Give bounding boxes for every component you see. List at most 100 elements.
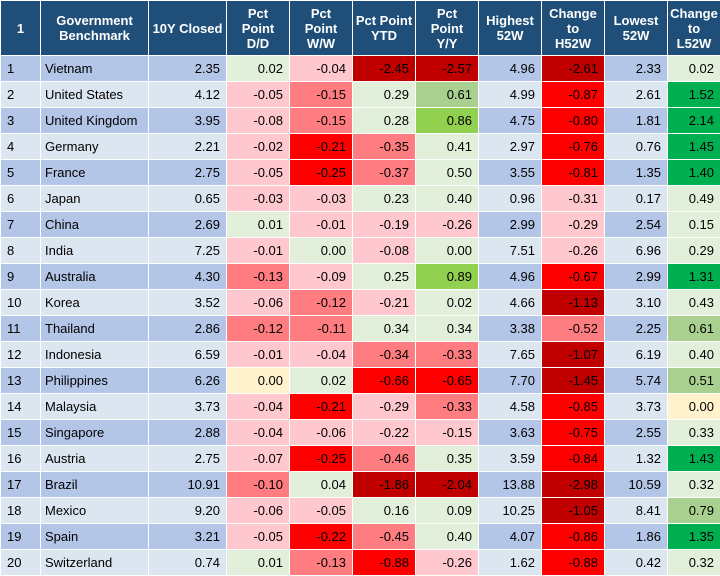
closed-10y: 7.25 xyxy=(148,237,227,264)
pct-point-yy: 0.35 xyxy=(415,445,479,472)
pct-point-ytd: -0.35 xyxy=(352,133,416,160)
pct-point-ww: -0.22 xyxy=(289,523,353,550)
pct-point-yy: 0.02 xyxy=(415,289,479,316)
change-to-h52w: -1.05 xyxy=(541,497,605,524)
highest-52w: 4.96 xyxy=(478,55,542,82)
country-name: France xyxy=(40,159,149,186)
lowest-52w: 2.25 xyxy=(604,315,668,342)
closed-10y: 3.95 xyxy=(148,107,227,134)
table-row: 11 Thailand 2.86 -0.12 -0.11 0.34 0.34 3.38 -0.5… xyxy=(0,315,720,342)
highest-52w: 4.96 xyxy=(478,263,542,290)
table-row: 20 Switzerland 0.74 0.01 -0.13 -0.88 -0.26 1.62… xyxy=(0,549,720,576)
highest-52w: 3.38 xyxy=(478,315,542,342)
country-name: India xyxy=(40,237,149,264)
pct-point-ytd: -0.22 xyxy=(352,419,416,446)
closed-10y: 2.69 xyxy=(148,211,227,238)
table-row: 10 Korea 3.52 -0.06 -0.12 -0.21 0.02 4.66 -1.13 3… xyxy=(0,289,720,316)
pct-point-ww: -0.06 xyxy=(289,419,353,446)
country-name: Korea xyxy=(40,289,149,316)
pct-point-yy: -2.04 xyxy=(415,471,479,498)
highest-52w: 2.97 xyxy=(478,133,542,160)
change-to-h52w: -1.07 xyxy=(541,341,605,368)
pct-point-dd: -0.08 xyxy=(226,107,290,134)
header-row: 1 Government Benchmark 10Y Closed Pct Po… xyxy=(0,0,720,56)
country-name: United Kingdom xyxy=(40,107,149,134)
pct-point-dd: 0.02 xyxy=(226,55,290,82)
pct-point-yy: 0.50 xyxy=(415,159,479,186)
pct-point-dd: -0.05 xyxy=(226,81,290,108)
country-name: Malaysia xyxy=(40,393,149,420)
closed-10y: 4.30 xyxy=(148,263,227,290)
pct-point-ytd: 0.23 xyxy=(352,185,416,212)
change-to-l52w: 0.43 xyxy=(667,289,720,316)
closed-10y: 0.74 xyxy=(148,549,227,576)
change-to-l52w: 0.02 xyxy=(667,55,720,82)
change-to-l52w: 0.32 xyxy=(667,471,720,498)
pct-point-yy: 0.00 xyxy=(415,237,479,264)
pct-point-ww: -0.12 xyxy=(289,289,353,316)
row-index: 4 xyxy=(0,133,41,160)
lowest-52w: 2.33 xyxy=(604,55,668,82)
table-row: 16 Austria 2.75 -0.07 -0.25 -0.46 0.35 3.59 -0.8… xyxy=(0,445,720,472)
change-to-h52w: -2.98 xyxy=(541,471,605,498)
lowest-52w: 1.32 xyxy=(604,445,668,472)
header-index: 1 xyxy=(0,0,41,56)
pct-point-dd: -0.02 xyxy=(226,133,290,160)
highest-52w: 2.99 xyxy=(478,211,542,238)
table-row: 15 Singapore 2.88 -0.04 -0.06 -0.22 -0.15 3.63-… xyxy=(0,419,720,446)
change-to-l52w: 0.29 xyxy=(667,237,720,264)
change-to-l52w: 0.51 xyxy=(667,367,720,394)
pct-point-yy: -0.33 xyxy=(415,393,479,420)
change-to-l52w: 0.33 xyxy=(667,419,720,446)
pct-point-ytd: 0.28 xyxy=(352,107,416,134)
change-to-l52w: 1.45 xyxy=(667,133,720,160)
lowest-52w: 0.76 xyxy=(604,133,668,160)
highest-52w: 3.59 xyxy=(478,445,542,472)
lowest-52w: 2.55 xyxy=(604,419,668,446)
highest-52w: 3.55 xyxy=(478,159,542,186)
pct-point-yy: -0.26 xyxy=(415,211,479,238)
row-index: 18 xyxy=(0,497,41,524)
row-index: 16 xyxy=(0,445,41,472)
lowest-52w: 1.81 xyxy=(604,107,668,134)
country-name: United States xyxy=(40,81,149,108)
closed-10y: 3.21 xyxy=(148,523,227,550)
row-index: 12 xyxy=(0,341,41,368)
pct-point-yy: 0.09 xyxy=(415,497,479,524)
pct-point-dd: -0.05 xyxy=(226,159,290,186)
pct-point-ww: -0.03 xyxy=(289,185,353,212)
header-highest-52w: Highest 52W xyxy=(478,0,542,56)
header-pct-point-ww: Pct Point W/W xyxy=(289,0,353,56)
lowest-52w: 1.35 xyxy=(604,159,668,186)
header-pct-point-ytd: Pct Point YTD xyxy=(352,0,416,56)
pct-point-yy: 0.40 xyxy=(415,185,479,212)
country-name: Spain xyxy=(40,523,149,550)
highest-52w: 4.07 xyxy=(478,523,542,550)
closed-10y: 2.86 xyxy=(148,315,227,342)
country-name: Japan xyxy=(40,185,149,212)
change-to-h52w: -0.52 xyxy=(541,315,605,342)
row-index: 1 xyxy=(0,55,41,82)
pct-point-yy: 0.41 xyxy=(415,133,479,160)
pct-point-dd: -0.13 xyxy=(226,263,290,290)
pct-point-yy: 0.89 xyxy=(415,263,479,290)
pct-point-dd: -0.03 xyxy=(226,185,290,212)
closed-10y: 0.65 xyxy=(148,185,227,212)
country-name: Germany xyxy=(40,133,149,160)
pct-point-ytd: -0.88 xyxy=(352,549,416,576)
lowest-52w: 6.96 xyxy=(604,237,668,264)
closed-10y: 2.21 xyxy=(148,133,227,160)
pct-point-ytd: 0.34 xyxy=(352,315,416,342)
lowest-52w: 5.74 xyxy=(604,367,668,394)
lowest-52w: 0.17 xyxy=(604,185,668,212)
change-to-h52w: -0.85 xyxy=(541,393,605,420)
pct-point-ww: -0.01 xyxy=(289,211,353,238)
highest-52w: 1.62 xyxy=(478,549,542,576)
change-to-h52w: -0.81 xyxy=(541,159,605,186)
pct-point-dd: -0.01 xyxy=(226,237,290,264)
table-row: 13 Philippines 6.26 0.00 0.02 -0.66 -0.65 7.70-… xyxy=(0,367,720,394)
table-row: 5 France 2.75 -0.05 -0.25 -0.37 0.50 3.55 -0.81 1… xyxy=(0,159,720,186)
pct-point-dd: -0.06 xyxy=(226,289,290,316)
table-row: 2 United States 4.12 -0.05 -0.15 0.29 0.61 4.99… xyxy=(0,81,720,108)
highest-52w: 4.75 xyxy=(478,107,542,134)
